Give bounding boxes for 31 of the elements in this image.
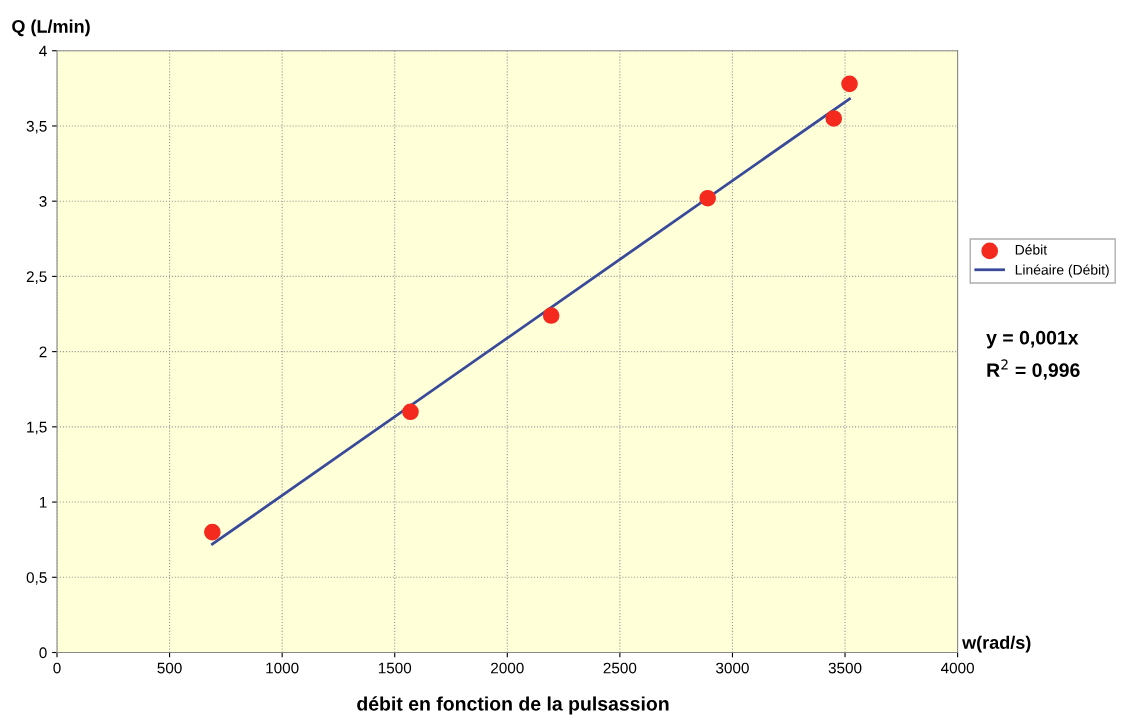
x-tick-label: 1500 <box>378 662 412 674</box>
text: y = 0,001x <box>986 330 1079 349</box>
text: débit en fonction de la pulsassion <box>357 696 669 715</box>
x-tick-label: 0 <box>53 662 61 674</box>
y-tick-label: 1 <box>39 497 47 508</box>
x-tick-label: 500 <box>157 662 182 674</box>
point <box>402 403 419 421</box>
x-tick-label: 3500 <box>828 662 862 674</box>
y-tick-label: 4 <box>39 45 47 57</box>
point <box>841 75 858 93</box>
point <box>542 307 560 324</box>
y-axis-title: Q (L/min) <box>12 19 90 37</box>
point <box>699 189 716 207</box>
x-tick-label: 3000 <box>716 662 749 674</box>
y-tick-label: 2,5 <box>26 271 47 284</box>
point <box>825 110 843 127</box>
y-tick-label: 1,5 <box>27 421 47 435</box>
x-tick-label: 2000 <box>491 662 524 674</box>
x-tick-label: 4000 <box>940 662 974 674</box>
y-tick-label: 2 <box>39 346 47 358</box>
text: R$^{2}$ = 0,996 <box>987 359 1080 380</box>
x-tick-label: 1000 <box>266 662 299 674</box>
y-tick-label: 3,5 <box>26 120 47 134</box>
y-tick-label: 3 <box>39 196 47 207</box>
legend-label: Débit <box>1015 244 1048 255</box>
y-tick-label: 0 <box>39 647 47 659</box>
y-tick-label: 0,5 <box>26 572 47 585</box>
x-tick-label: 2500 <box>603 662 637 674</box>
legend-label: Linéaire (Débit) <box>1015 264 1109 278</box>
point <box>204 523 221 541</box>
x-axis-title: w(rad/s) <box>962 635 1031 653</box>
